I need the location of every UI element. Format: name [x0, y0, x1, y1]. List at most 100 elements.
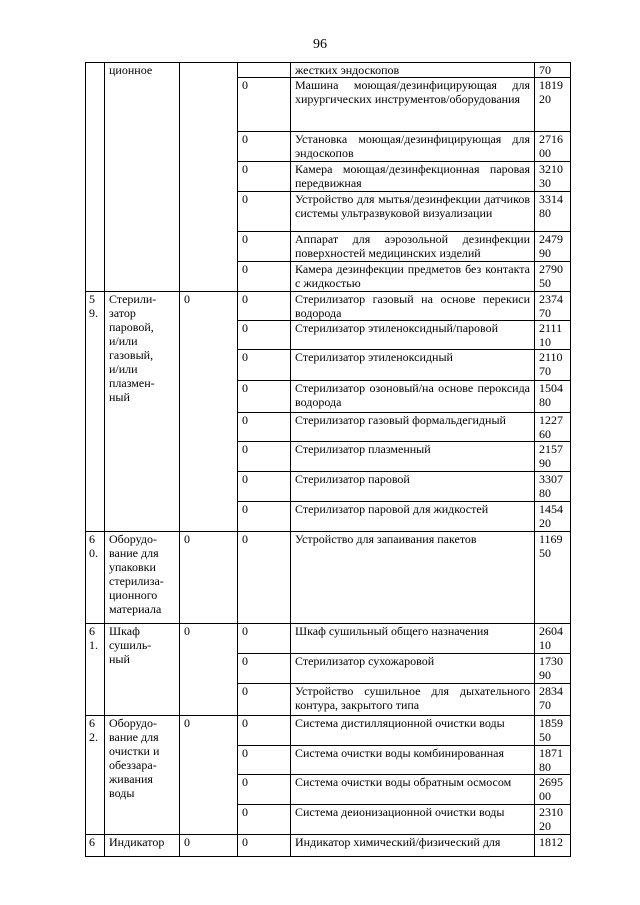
item-value: 0	[237, 501, 291, 532]
item-value: 0	[237, 261, 291, 292]
item-value: 0	[237, 653, 291, 684]
item-code: 247990	[534, 231, 571, 262]
item-value: 0	[237, 683, 291, 716]
item-description: Система очистки воды комбинированная	[290, 745, 535, 775]
table-row: 0 Стерилизатор этиленоксидный 211070	[86, 349, 571, 381]
item-value: 0	[237, 77, 291, 132]
item-value: 0	[237, 531, 291, 624]
table-row: 59. Стерили- затор паровой, и/или газовый…	[85, 291, 571, 532]
group-value	[179, 62, 238, 292]
item-value: 0	[237, 380, 291, 413]
item-code-text: 269500	[539, 775, 563, 803]
item-code: 122760	[534, 412, 571, 442]
table-row: 61. Шкаф сушиль- ный 0 0 Шкаф сушильный обще…	[85, 623, 571, 716]
item-code: 1812	[534, 834, 571, 857]
item-value: 0	[237, 471, 291, 502]
item-code-text: 185950	[539, 716, 563, 744]
item-code-text: 237470	[539, 292, 563, 320]
equipment-type: Оборудо- вание для очистки и обеззара- ж…	[104, 715, 180, 835]
item-code: 331480	[534, 191, 571, 232]
table-row: 0 Установка моющая/дезинфицирующая для эн…	[86, 131, 571, 162]
item-description: Камера моющая/дезинфекционная паровая пе…	[290, 161, 535, 192]
row-number	[85, 62, 105, 292]
group-value: 0	[179, 623, 238, 716]
row-number-text: 61.	[89, 624, 98, 652]
item-value: 0	[237, 623, 291, 654]
row-number: 59.	[85, 291, 105, 532]
table-row: ционное жестких эндоскопов 70	[85, 62, 571, 292]
item-value: 0	[237, 834, 291, 857]
item-code: 211070	[534, 349, 571, 381]
item-value: 0	[237, 131, 291, 162]
table-row: 0 Стерилизатор этиленоксидный/паровой 2111…	[86, 320, 571, 350]
item-description: Стерилизатор газовый на основе перекиси …	[290, 291, 535, 321]
item-code-text: 283470	[539, 684, 563, 712]
item-description: Стерилизатор этиленоксидный/паровой	[290, 320, 535, 350]
item-code-text: 271600	[539, 132, 563, 160]
table-row: 62. Оборудо- вание для очистки и обеззара…	[85, 715, 571, 835]
item-code-text: 187180	[539, 746, 563, 774]
item-code-text: 145420	[539, 502, 563, 530]
item-value: 0	[237, 320, 291, 350]
item-description: Стерилизатор этиленоксидный	[290, 349, 535, 381]
table-row: 0 Камера моющая/дезинфекционная паровая п…	[86, 161, 571, 192]
item-code-text: 260410	[539, 624, 563, 652]
row-number: 62.	[85, 715, 105, 835]
item-description: Машина моющая/дезинфицирующая для хирург…	[290, 77, 535, 132]
group-value: 0	[179, 834, 238, 857]
item-code: 150480	[534, 380, 571, 413]
item-code-text: 116950	[539, 532, 563, 560]
table-row: 0 Система очистки воды комбинированная 187…	[86, 745, 571, 775]
item-code: 145420	[534, 501, 571, 532]
item-description: Система дистилляционной очистки воды	[290, 715, 535, 746]
table-row: 0 Стерилизатор плазменный 215790	[86, 441, 571, 472]
item-code: 185950	[534, 715, 571, 746]
equipment-table: ционное жестких эндоскопов 70 0 Машина моюща…	[85, 62, 571, 857]
item-code-text: 70	[539, 63, 551, 77]
group-value: 0	[179, 531, 238, 624]
row-number-text: 6	[89, 835, 95, 849]
item-value: 0	[237, 745, 291, 775]
equipment-type: Индикатор	[104, 834, 180, 857]
item-value: 0	[237, 191, 291, 232]
row-number-text: 59.	[89, 292, 98, 320]
item-description: Стерилизатор паровой	[290, 471, 535, 502]
row-number: 61.	[85, 623, 105, 716]
item-value: 0	[237, 412, 291, 442]
item-description: Индикатор химический/физический для	[290, 834, 535, 857]
item-description: Аппарат для аэрозольной дезинфекции пове…	[290, 231, 535, 262]
item-code: 70	[534, 62, 571, 78]
item-code: 116950	[534, 531, 571, 624]
item-code: 330780	[534, 471, 571, 502]
equipment-type: Шкаф сушиль- ный	[104, 623, 180, 716]
equipment-type: Оборудо- вание для упаковки стерилиза- ц…	[104, 531, 180, 624]
item-code: 271600	[534, 131, 571, 162]
item-code-text: 247990	[539, 232, 563, 260]
item-description: жестких эндоскопов	[290, 62, 535, 78]
table-row: 0 Камера дезинфекции предметов без контак…	[86, 261, 571, 292]
item-code: 215790	[534, 441, 571, 472]
item-code: 269500	[534, 774, 571, 805]
item-description: Устройство для запаивания пакетов	[290, 531, 535, 624]
table-row: 0 Стерилизатор паровой 330780	[86, 471, 571, 502]
item-code-text: 215790	[539, 442, 563, 470]
table-row: 0 Машина моющая/дезинфицирующая для хирур…	[86, 77, 571, 132]
item-code: 181920	[534, 77, 571, 132]
item-description: Устройство сушильное для дыхательного ко…	[290, 683, 535, 716]
item-description: Стерилизатор плазменный	[290, 441, 535, 472]
item-code-text: 211070	[539, 350, 563, 378]
table-row: 60. Оборудо- вание для упаковки стерилиза…	[85, 531, 571, 624]
item-code: 211110	[534, 320, 571, 350]
item-value	[237, 62, 291, 78]
row-number: 6	[85, 834, 105, 857]
item-code: 237470	[534, 291, 571, 321]
item-description: Шкаф сушильный общего назначения	[290, 623, 535, 654]
item-value: 0	[237, 291, 291, 321]
item-code-text: 279050	[539, 262, 563, 290]
item-value: 0	[237, 774, 291, 805]
item-description: Система деионизационной очистки воды	[290, 804, 535, 835]
item-value: 0	[237, 804, 291, 835]
item-description: Устройство для мытья/дезинфекции датчико…	[290, 191, 535, 232]
item-code: 260410	[534, 623, 571, 654]
